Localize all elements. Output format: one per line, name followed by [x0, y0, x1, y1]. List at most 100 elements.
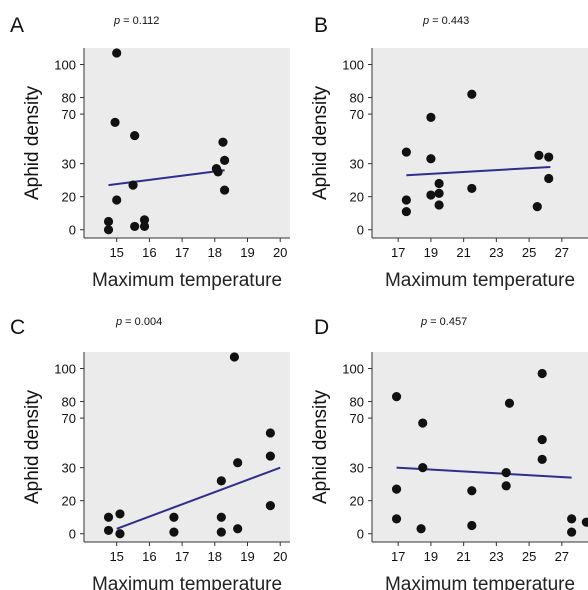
- data-point: [581, 517, 588, 527]
- data-point: [233, 458, 243, 468]
- data-point: [501, 468, 511, 478]
- data-point: [434, 188, 444, 198]
- data-point: [110, 117, 120, 127]
- x-tick-label: 27: [555, 245, 569, 260]
- data-point: [103, 216, 114, 227]
- data-point: [426, 112, 436, 122]
- x-tick-label: 17: [175, 549, 189, 564]
- data-point: [169, 527, 179, 537]
- data-point: [534, 150, 544, 160]
- data-point: [229, 352, 240, 362]
- data-point: [103, 225, 114, 235]
- y-tick-label: 0: [69, 223, 76, 238]
- data-point: [467, 183, 477, 194]
- data-point: [467, 89, 477, 99]
- data-point: [401, 147, 411, 157]
- x-tick-label: 18: [208, 245, 222, 260]
- data-point: [265, 501, 275, 511]
- p-value-label: p = 0.457: [420, 316, 467, 328]
- y-tick-label: 30: [62, 157, 76, 172]
- x-tick-label: 19: [240, 245, 254, 260]
- y-tick-label: 20: [350, 190, 364, 205]
- x-tick-label: 21: [456, 245, 470, 260]
- panel-letter: A: [10, 14, 24, 37]
- y-tick-label: 100: [342, 362, 364, 377]
- panel-letter: B: [314, 14, 328, 37]
- x-axis-title: Maximum temperature: [385, 574, 575, 590]
- data-point: [401, 206, 411, 217]
- x-axis-title: Maximum temperature: [92, 270, 282, 291]
- x-tick-label: 16: [142, 549, 156, 564]
- y-tick-label: 80: [62, 91, 76, 106]
- y-tick-label: 80: [350, 395, 364, 410]
- y-tick-label: 70: [62, 411, 76, 426]
- x-axis-title: Maximum temperature: [92, 574, 282, 590]
- x-tick-label: 16: [142, 245, 156, 260]
- data-point: [567, 527, 577, 537]
- plot-area: [84, 48, 290, 238]
- p-value-text: = 0.112: [120, 15, 159, 27]
- p-symbol: p: [115, 316, 122, 328]
- trend-line: [116, 466, 281, 530]
- y-tick-label: 20: [62, 494, 76, 509]
- data-point: [544, 152, 554, 162]
- data-point: [467, 520, 477, 531]
- x-tick-label: 25: [522, 549, 536, 564]
- data-point: [426, 190, 436, 200]
- p-symbol: p: [113, 15, 120, 27]
- y-axis-title: Aphid density: [310, 85, 331, 200]
- x-tick-label: 19: [424, 549, 438, 564]
- x-tick-label: 17: [391, 245, 405, 260]
- x-tick-label: 15: [109, 245, 123, 260]
- data-point: [391, 484, 402, 494]
- x-tick-label: 25: [522, 245, 536, 260]
- data-point: [103, 525, 114, 536]
- y-tick-label: 70: [350, 107, 364, 122]
- data-point: [567, 514, 577, 524]
- data-point: [130, 130, 140, 141]
- x-tick-label: 18: [208, 549, 222, 564]
- p-value-text: = 0.457: [427, 316, 467, 328]
- y-tick-label: 0: [357, 527, 364, 542]
- y-tick-label: 20: [62, 190, 76, 205]
- x-tick-label: 17: [175, 245, 189, 260]
- plot-area: [372, 352, 588, 542]
- panel-letter: C: [10, 316, 25, 339]
- y-tick-label: 20: [350, 494, 364, 509]
- y-tick-label: 0: [69, 527, 76, 542]
- p-value-box: [88, 307, 210, 347]
- x-tick-label: 15: [109, 549, 123, 564]
- data-point: [418, 418, 428, 428]
- data-point: [391, 514, 402, 524]
- x-tick-label: 21: [456, 549, 470, 564]
- data-point: [537, 454, 547, 464]
- data-point: [115, 509, 125, 519]
- p-value-label: p = 0.004: [115, 316, 162, 328]
- y-tick-label: 100: [54, 362, 76, 377]
- data-point: [220, 185, 230, 195]
- data-point: [544, 173, 554, 184]
- data-point: [169, 512, 179, 522]
- y-tick-label: 30: [62, 461, 76, 476]
- p-value-text: = 0.004: [122, 316, 162, 328]
- data-point: [103, 512, 114, 522]
- data-point: [233, 524, 243, 534]
- data-point: [265, 451, 275, 461]
- y-axis-title: Aphid density: [22, 85, 43, 200]
- data-point: [434, 200, 444, 210]
- p-value-label: p = 0.112: [113, 15, 159, 27]
- data-point: [220, 155, 230, 165]
- y-axis-title: Aphid density: [310, 389, 331, 504]
- trend-line: [406, 165, 551, 177]
- data-point: [112, 48, 122, 58]
- x-tick-label: 19: [240, 549, 254, 564]
- y-tick-label: 0: [357, 223, 364, 238]
- data-point: [213, 167, 223, 177]
- data-point: [216, 476, 226, 486]
- y-tick-label: 30: [350, 461, 364, 476]
- p-value-label: p = 0.443: [422, 15, 469, 27]
- x-tick-label: 23: [489, 245, 503, 260]
- data-point: [537, 434, 547, 445]
